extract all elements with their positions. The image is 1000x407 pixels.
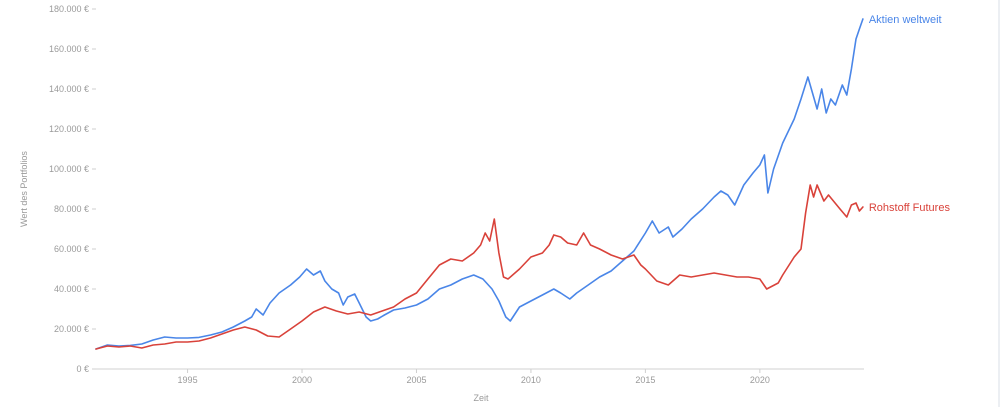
x-tick-label: 2005 <box>406 375 426 385</box>
y-tick-label: 0 € <box>76 364 89 374</box>
y-tick-label: 120.000 € <box>49 124 89 134</box>
y-tick-label: 40.000 € <box>54 284 89 294</box>
y-tick-label: 160.000 € <box>49 44 89 54</box>
x-tick-label: 2010 <box>521 375 541 385</box>
y-tick-label: 60.000 € <box>54 244 89 254</box>
y-tick-label: 20.000 € <box>54 324 89 334</box>
series-line-rohstoff-futures <box>95 184 864 350</box>
x-tick-label: 1995 <box>178 375 198 385</box>
series-label-aktien-weltweit: Aktien weltweit <box>869 14 942 26</box>
series-label-rohstoff-futures: Rohstoff Futures <box>869 202 951 214</box>
series-lines <box>95 18 864 350</box>
x-tick-label: 2000 <box>292 375 312 385</box>
x-tick-label: 2015 <box>635 375 655 385</box>
y-axis-ticks: 0 € 20.000 € 40.000 € 60.000 € 80.000 € 100.0… <box>49 4 96 374</box>
x-tick-label: 2020 <box>750 375 770 385</box>
y-tick-label: 100.000 € <box>49 164 89 174</box>
series-labels: Aktien weltweit Rohstoff Futures <box>869 14 951 214</box>
y-tick-label: 140.000 € <box>49 84 89 94</box>
y-tick-label: 180.000 € <box>49 4 89 14</box>
y-tick-label: 80.000 € <box>54 204 89 214</box>
x-axis-ticks: 1995 2000 2005 2010 2015 2020 <box>178 369 770 385</box>
x-axis-title: Zeit <box>473 393 489 403</box>
y-axis-title: Wert des Portfolios <box>19 151 29 227</box>
panel-edge <box>998 0 1000 407</box>
series-line-aktien-weltweit <box>95 18 864 350</box>
